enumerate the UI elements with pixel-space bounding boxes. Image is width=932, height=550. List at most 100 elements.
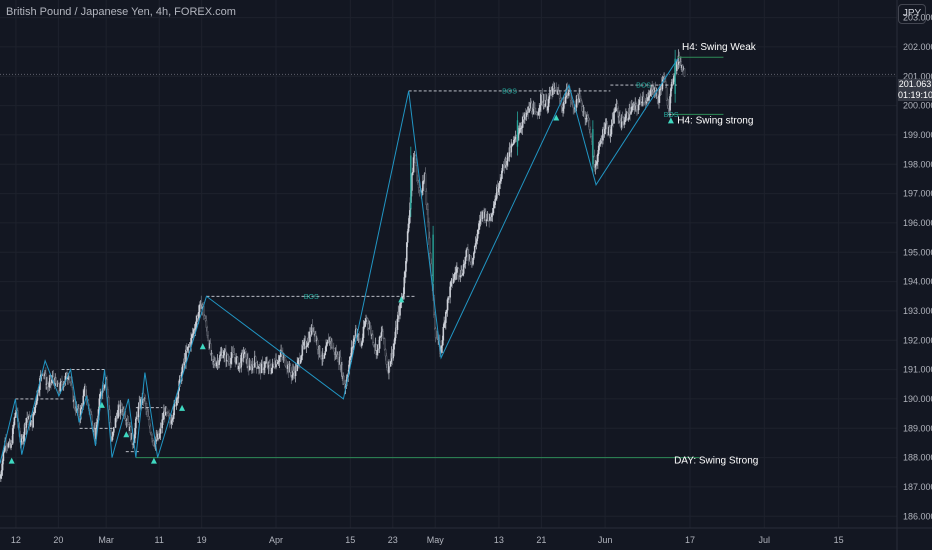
candle-body bbox=[378, 336, 381, 349]
candle-body bbox=[260, 362, 263, 374]
candle-body bbox=[145, 403, 147, 410]
swing-triangle bbox=[199, 343, 206, 350]
time-tick-label: Apr bbox=[269, 535, 283, 545]
candle-body bbox=[452, 279, 455, 283]
candle-body bbox=[470, 261, 473, 263]
candle-body bbox=[403, 277, 406, 294]
candle-body bbox=[393, 343, 395, 350]
candle-body bbox=[666, 99, 669, 106]
bos-lines: BOS BOS BOS BOS bbox=[15, 83, 679, 453]
candle-body bbox=[297, 360, 299, 365]
candle-body bbox=[637, 104, 640, 111]
zigzag-swings bbox=[0, 58, 679, 464]
candle-body bbox=[467, 249, 469, 257]
candle-body bbox=[547, 98, 550, 107]
candle-body bbox=[417, 180, 419, 183]
level-annotation: DAY: Swing Strong bbox=[674, 456, 758, 467]
candle-body bbox=[107, 388, 109, 398]
candle-body bbox=[546, 106, 549, 111]
candle-body bbox=[236, 357, 239, 369]
bos-label: BOS bbox=[502, 88, 517, 95]
candle-body bbox=[165, 407, 168, 413]
candle-body bbox=[537, 111, 540, 116]
candle-body bbox=[69, 377, 72, 382]
price-tick-label: 199.000 bbox=[903, 130, 932, 140]
time-tick-label: 19 bbox=[197, 535, 207, 545]
candle-body bbox=[473, 245, 476, 254]
candle-body bbox=[521, 121, 524, 128]
candle-body bbox=[198, 304, 201, 313]
candle-body bbox=[255, 362, 258, 368]
candle-body bbox=[90, 411, 92, 415]
candle-body bbox=[264, 362, 266, 368]
candle-body bbox=[137, 406, 140, 418]
candle-body bbox=[293, 370, 295, 373]
candle-body bbox=[493, 204, 496, 209]
candle-body bbox=[597, 153, 599, 163]
swing-triangle bbox=[8, 457, 15, 464]
candle-body bbox=[425, 191, 428, 205]
candle-body bbox=[558, 93, 561, 99]
candle-body bbox=[52, 376, 55, 381]
candle-body bbox=[268, 362, 271, 366]
candle-body bbox=[186, 346, 189, 351]
candle-body bbox=[635, 103, 637, 106]
candle-body bbox=[479, 220, 481, 224]
time-tick-label: Jul bbox=[759, 535, 771, 545]
candle-body bbox=[33, 412, 35, 415]
candle-body bbox=[366, 318, 369, 325]
candle-body bbox=[301, 344, 304, 356]
candle-body bbox=[191, 334, 193, 339]
candle-body bbox=[244, 349, 247, 352]
chart-title: British Pound / Japanese Yen, 4h, FOREX.… bbox=[6, 6, 236, 18]
candle-body bbox=[389, 361, 392, 367]
currency-button[interactable]: JPY bbox=[898, 4, 926, 24]
candle-body bbox=[270, 367, 273, 374]
candle-body bbox=[428, 221, 430, 239]
candle-body bbox=[146, 411, 149, 417]
candle-body bbox=[599, 143, 602, 145]
candle-body bbox=[487, 213, 490, 221]
candle-body bbox=[500, 178, 502, 182]
candle-body bbox=[404, 271, 406, 278]
candle-body bbox=[449, 286, 451, 298]
candle-body bbox=[624, 120, 626, 123]
candle-body bbox=[361, 337, 364, 343]
candle-body bbox=[320, 355, 322, 359]
candle-body bbox=[51, 379, 53, 383]
candle-body bbox=[232, 352, 235, 356]
candle-body bbox=[48, 381, 51, 388]
candle-body bbox=[424, 173, 427, 192]
candle-body bbox=[352, 341, 355, 348]
price-tick-label: 189.000 bbox=[903, 423, 932, 433]
candle-body bbox=[589, 129, 592, 135]
candle-body bbox=[358, 334, 361, 340]
candle-body bbox=[120, 405, 123, 410]
candle-body bbox=[481, 210, 484, 219]
candle-body bbox=[499, 180, 501, 184]
level-lines bbox=[135, 56, 724, 459]
candle-body bbox=[604, 123, 607, 130]
current-price-label: 201.063 01:19:10 bbox=[898, 79, 932, 101]
price-tick-label: 186.000 bbox=[903, 511, 932, 521]
candle-body bbox=[14, 412, 17, 418]
candle-body bbox=[7, 443, 10, 448]
candle-body bbox=[222, 354, 225, 358]
candle-body bbox=[472, 257, 474, 265]
candle-body bbox=[353, 335, 355, 342]
candle-body bbox=[576, 95, 579, 100]
candle-body bbox=[597, 145, 600, 155]
time-axis: 12 20 Mar 11 19 Apr 15 23 May 13 21 Jun 17 Jul 15 bbox=[0, 527, 932, 545]
time-tick-label: Jun bbox=[598, 535, 613, 545]
candle-body bbox=[559, 98, 562, 101]
candle-body bbox=[670, 88, 672, 97]
candle-body bbox=[13, 417, 16, 425]
candle-body bbox=[206, 327, 209, 336]
candle-body bbox=[440, 345, 443, 348]
candle-body bbox=[672, 78, 675, 85]
candle-body bbox=[606, 123, 608, 133]
candle-body bbox=[434, 328, 437, 338]
candle-body bbox=[325, 345, 327, 352]
candle-body bbox=[195, 321, 197, 329]
